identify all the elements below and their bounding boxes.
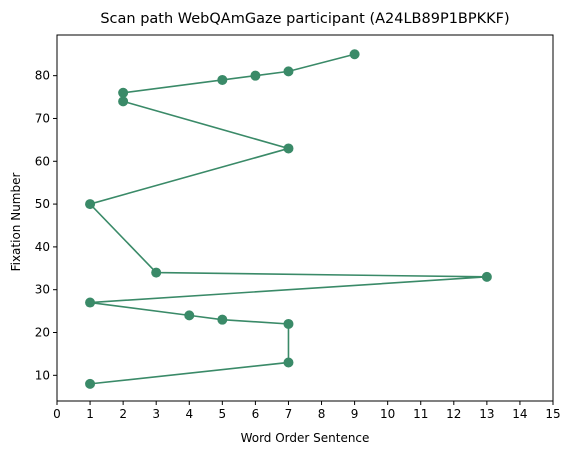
x-tick-label: 6 xyxy=(252,407,260,421)
fixation-point xyxy=(118,87,129,98)
x-tick-label: 14 xyxy=(512,407,527,421)
fixation-point xyxy=(118,96,129,107)
x-tick-label: 1 xyxy=(86,407,94,421)
fixation-point xyxy=(184,310,195,321)
y-tick-label: 30 xyxy=(35,283,50,297)
fixation-point xyxy=(250,70,261,81)
x-tick-label: 4 xyxy=(185,407,193,421)
fixation-point xyxy=(85,378,96,389)
fixation-point xyxy=(217,314,228,325)
x-tick-label: 5 xyxy=(219,407,227,421)
x-tick-label: 11 xyxy=(413,407,428,421)
fixation-point xyxy=(283,143,294,154)
y-tick-label: 40 xyxy=(35,240,50,254)
y-tick-label: 80 xyxy=(35,69,50,83)
x-tick-label: 15 xyxy=(545,407,560,421)
x-tick-label: 13 xyxy=(479,407,494,421)
x-tick-label: 0 xyxy=(53,407,61,421)
fixation-point xyxy=(85,199,96,210)
plot-frame xyxy=(56,34,554,402)
y-tick-label: 50 xyxy=(35,197,50,211)
x-tick-label: 3 xyxy=(152,407,160,421)
x-tick-label: 9 xyxy=(351,407,359,421)
y-tick-label: 10 xyxy=(35,368,50,382)
x-tick-label: 7 xyxy=(285,407,293,421)
fixation-point xyxy=(85,297,96,308)
x-tick-label: 12 xyxy=(446,407,461,421)
y-axis-label: Fixation Number xyxy=(9,173,23,272)
fixation-point xyxy=(481,271,492,282)
chart-title: Scan path WebQAmGaze participant (A24LB8… xyxy=(100,11,509,27)
scanpath-line xyxy=(88,53,487,385)
fixation-point xyxy=(151,267,162,278)
x-axis-label: Word Order Sentence xyxy=(241,431,370,445)
x-tick-label: 2 xyxy=(119,407,127,421)
y-tick-label: 70 xyxy=(35,111,50,125)
x-tick-label: 8 xyxy=(318,407,326,421)
x-tick-label: 10 xyxy=(380,407,395,421)
fixation-point xyxy=(283,357,294,368)
y-tick-label: 20 xyxy=(35,326,50,340)
y-tick-label: 60 xyxy=(35,154,50,168)
fixation-point xyxy=(349,49,360,60)
fixation-point xyxy=(283,66,294,77)
fixation-point xyxy=(283,318,294,329)
fixation-point xyxy=(217,74,228,85)
